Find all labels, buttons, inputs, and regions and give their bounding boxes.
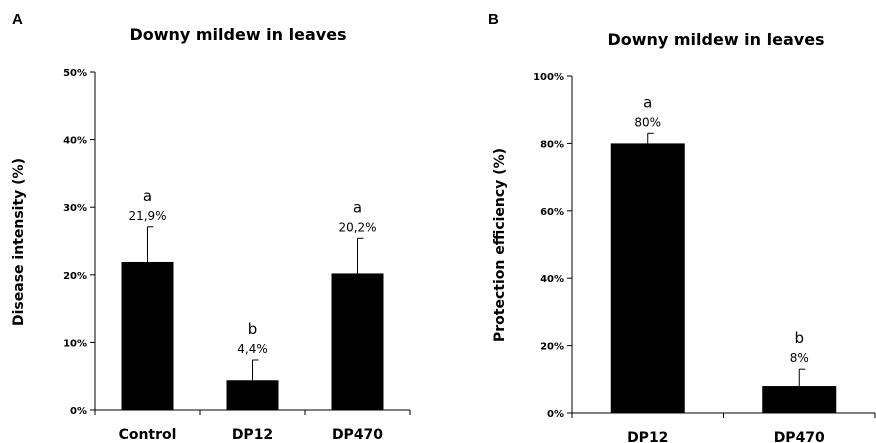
data-label: 20,2%	[338, 220, 376, 234]
data-label: 4,4%	[237, 342, 268, 356]
panel-letter-a: A	[12, 11, 23, 28]
x-tick-label: DP470	[774, 430, 825, 443]
data-label: 80%	[634, 115, 661, 129]
bar	[226, 380, 279, 410]
y-tick-label: 20%	[63, 271, 87, 282]
chart-panel-a: A Downy mildew in leaves Disease intensi…	[11, 11, 411, 443]
y-tick-label: 10%	[63, 338, 87, 349]
bar	[762, 386, 837, 413]
chart-title-a: Downy mildew in leaves	[129, 25, 346, 44]
data-label: 8%	[790, 351, 809, 365]
significance-letter: b	[794, 329, 804, 347]
x-tick-label: DP470	[332, 427, 383, 443]
significance-letter: a	[353, 198, 362, 216]
y-tick-label: 30%	[63, 203, 87, 214]
y-axis-label-b: Protection efficiency (%)	[492, 148, 508, 342]
x-tick-label: DP12	[627, 430, 668, 443]
significance-letter: a	[143, 187, 152, 205]
y-tick-label: 40%	[63, 136, 87, 147]
y-tick-label: 50%	[63, 68, 87, 79]
significance-letter: b	[248, 320, 258, 338]
y-tick-label: 0%	[547, 409, 564, 420]
y-tick-label: 60%	[540, 207, 564, 218]
plot-area-a: 0% 10% 20% 30% 40% 50% 21,9% a Control 4,4% b DP12 2…	[63, 68, 411, 443]
chart-title-b: Downy mildew in leaves	[607, 30, 824, 49]
y-axis-label-a: Disease intensity (%)	[11, 158, 27, 326]
panel-letter-b: B	[488, 11, 499, 28]
significance-letter: a	[643, 93, 652, 111]
plot-area-b: 0% 20% 40% 60% 80% 100% 80% a DP12 8% b DP470	[533, 72, 876, 443]
y-tick-label: 100%	[533, 72, 564, 83]
y-tick-label: 40%	[540, 274, 564, 285]
bar	[610, 143, 685, 413]
x-tick-label: Control	[119, 427, 177, 443]
bar	[121, 261, 174, 410]
y-tick-label: 0%	[70, 406, 87, 417]
bar	[331, 273, 384, 410]
y-tick-label: 80%	[540, 139, 564, 150]
x-tick-label: DP12	[232, 427, 273, 443]
chart-panel-b: B Downy mildew in leaves Protection effi…	[488, 11, 876, 443]
y-tick-label: 20%	[540, 342, 564, 353]
data-label: 21,9%	[128, 209, 166, 223]
